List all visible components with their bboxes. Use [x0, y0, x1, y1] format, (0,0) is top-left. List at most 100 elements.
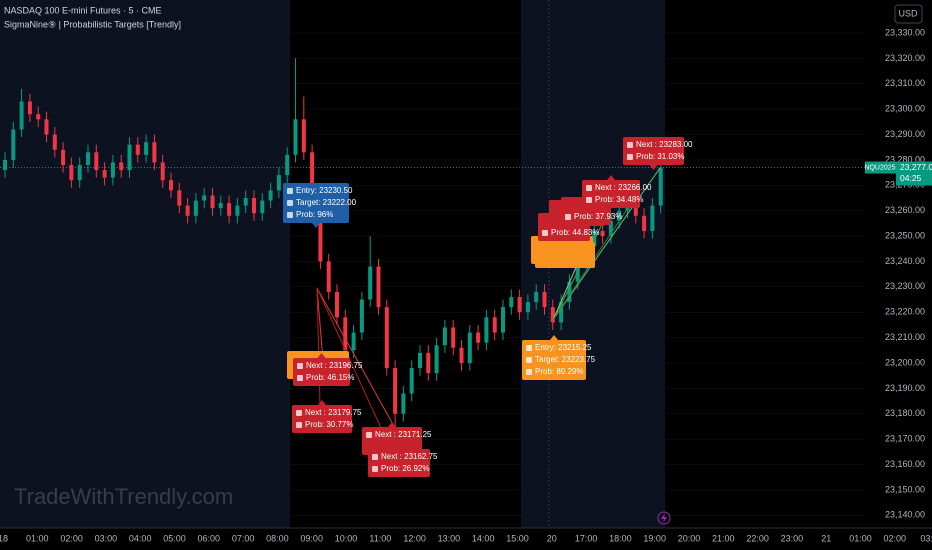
y-tick-label: 23,200.00 — [885, 357, 925, 367]
annotations: Entry: 23230.50 Target: 23222.00 Prob: 96%… — [283, 137, 693, 477]
label-icon — [586, 197, 592, 203]
candle-body — [268, 190, 273, 201]
candle-body — [600, 231, 605, 237]
candle-body — [409, 368, 414, 394]
label-pointer — [649, 165, 658, 170]
label-box — [522, 340, 586, 380]
candle-body — [19, 101, 24, 130]
candle-body — [61, 149, 66, 165]
candle-body — [393, 368, 398, 414]
watermark: TradeWithTrendly.com — [14, 484, 233, 509]
label-icon — [296, 422, 302, 428]
grid — [0, 32, 865, 516]
x-tick-label: 02:00 — [60, 533, 83, 543]
label-pointer — [607, 175, 615, 180]
event-icon[interactable] — [657, 511, 671, 525]
label-pointer — [317, 353, 326, 358]
candle-body — [44, 119, 49, 135]
candle-body — [86, 152, 90, 165]
chart-title: NASDAQ 100 E-mini Futures · 5 · CME — [4, 5, 162, 15]
label-text: Prob: 26.92% — [381, 464, 429, 473]
label-box — [368, 449, 430, 477]
label-text: Next : 23283.00 — [636, 140, 693, 149]
x-tick-label: 04:00 — [129, 533, 152, 543]
label-text: Next : 23171.25 — [375, 430, 432, 439]
y-tick-label: 23,310.00 — [885, 78, 925, 88]
label-pointer — [395, 444, 403, 449]
candle-body — [276, 175, 281, 191]
y-tick-label: 23,280.00 — [885, 154, 925, 164]
x-axis: 18 01:00 02:00 03:00 04:00 05:00 06:00 07:00 08:… — [0, 527, 932, 543]
label-icon — [565, 214, 571, 220]
label-icon — [297, 363, 303, 369]
candle-body — [608, 220, 613, 237]
candle-body — [252, 198, 256, 214]
label-icon — [366, 432, 372, 438]
candle-body — [193, 200, 198, 216]
x-tick-label: 15:00 — [506, 533, 529, 543]
candle-body — [52, 134, 57, 150]
y-tick-label: 23,320.00 — [885, 53, 925, 63]
candle-body — [77, 165, 82, 181]
candle-body — [484, 317, 489, 343]
candle-body — [492, 317, 497, 333]
candle-body — [476, 332, 481, 343]
y-tick-label: 23,240.00 — [885, 256, 925, 266]
currency-button[interactable] — [894, 4, 923, 24]
trend-line — [552, 167, 661, 321]
candle-body — [525, 302, 530, 313]
candle-body — [310, 152, 315, 206]
candle-body — [418, 352, 422, 369]
candle-body — [509, 297, 514, 308]
x-tick-label: 07:00 — [232, 533, 255, 543]
candle-body — [243, 198, 248, 206]
candle-body — [359, 299, 364, 333]
label-box — [623, 137, 684, 165]
candle-body — [210, 195, 215, 209]
label-pointer — [312, 223, 320, 228]
candle-body — [218, 203, 223, 209]
x-tick-label: 17:00 — [575, 533, 598, 543]
label-text: Prob: 46.15% — [306, 373, 354, 382]
x-tick-label: 22:00 — [746, 533, 769, 543]
candle-body — [384, 307, 389, 369]
candle-body — [11, 129, 16, 160]
candle-body — [227, 203, 232, 216]
label-box — [535, 242, 595, 268]
x-tick-label: 18 — [0, 533, 8, 543]
label-text: Prob: 31.03% — [636, 152, 684, 161]
price-axis — [865, 0, 932, 528]
y-tick-label: 23,230.00 — [885, 281, 925, 291]
y-tick-label: 23,290.00 — [885, 129, 925, 139]
candle-body — [567, 281, 572, 303]
last-price: 23,277.00 — [900, 162, 932, 172]
label-icon — [287, 212, 293, 218]
candle-body — [434, 345, 439, 374]
currency[interactable]: USD — [898, 8, 918, 18]
trend-line — [316, 287, 324, 361]
label-text: Entry: 23215.25 — [535, 343, 592, 352]
event-icon[interactable] — [661, 513, 667, 523]
candle-body — [534, 291, 539, 303]
label-icon — [372, 466, 378, 472]
candle-body — [517, 297, 522, 313]
x-tick-label: 01:00 — [849, 533, 872, 543]
label-text: Next : 23196.75 — [306, 361, 363, 370]
candle-body — [617, 210, 622, 221]
label-text: Prob: 89.29% — [535, 367, 583, 376]
label-text: Target: 23223.75 — [535, 355, 596, 364]
label-text: Next : 23179.75 — [305, 408, 362, 417]
candle-body — [343, 317, 348, 351]
y-axis: 23,140.00 23,150.00 23,160.00 23,170.00 23,1… — [885, 27, 925, 519]
label-text: Entry: 23230.50 — [296, 186, 353, 195]
candle-body — [550, 307, 555, 323]
candle-body — [119, 162, 124, 171]
x-tick-label: 01:00 — [26, 533, 49, 543]
label-icon — [297, 375, 303, 381]
candle-body — [376, 266, 381, 308]
session-shade — [0, 0, 290, 528]
candle-body — [110, 162, 115, 178]
x-tick-label: 08:00 — [266, 533, 289, 543]
candle-body — [127, 144, 132, 171]
label-icon — [542, 230, 548, 236]
